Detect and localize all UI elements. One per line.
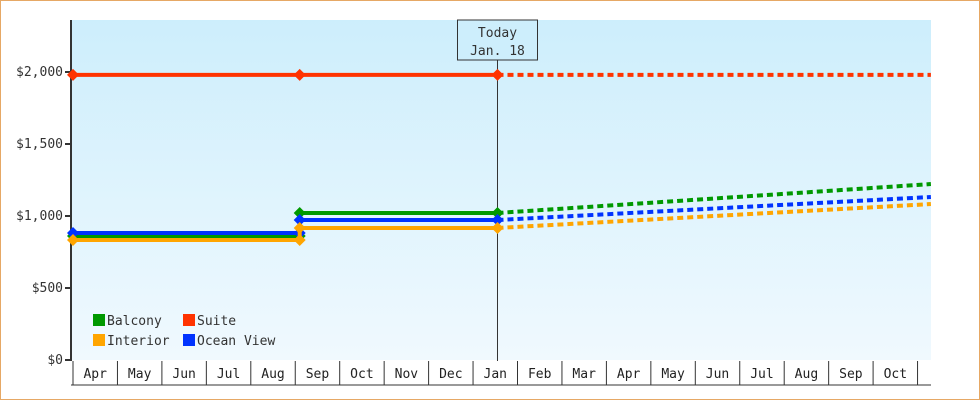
- data-point-marker[interactable]: [293, 221, 306, 234]
- x-month-label: Jul: [217, 367, 240, 382]
- x-month-label: Apr: [617, 367, 641, 382]
- legend-item-ocean-view[interactable]: Ocean View: [183, 334, 275, 349]
- legend-item-suite[interactable]: Suite: [183, 314, 236, 329]
- x-month-label: Dec: [439, 367, 462, 382]
- x-month-label: Jul: [750, 367, 773, 382]
- data-point-marker[interactable]: [293, 214, 306, 227]
- x-month-label: Sep: [839, 367, 863, 382]
- x-month-label: Apr: [83, 367, 107, 382]
- y-tick-label: $1,000: [16, 209, 63, 224]
- today-marker: Today Jan. 18: [456, 19, 538, 361]
- legend-label: Interior: [107, 334, 170, 349]
- data-point-marker[interactable]: [293, 68, 306, 81]
- legend-swatch-icon: [183, 314, 195, 326]
- data-point-marker[interactable]: [67, 226, 79, 239]
- legend-swatch-icon: [183, 334, 195, 346]
- legend-item-interior[interactable]: Interior: [93, 334, 170, 349]
- x-month-label: Mar: [572, 367, 596, 382]
- today-date: Jan. 18: [470, 44, 525, 59]
- x-month-label: Jan: [484, 367, 507, 382]
- x-month-label: Aug: [261, 367, 284, 382]
- x-month-label: Oct: [350, 367, 373, 382]
- data-point-marker[interactable]: [491, 221, 504, 234]
- today-label: Today: [478, 26, 517, 41]
- y-tick-label: $500: [32, 281, 63, 296]
- series-lines: [67, 68, 932, 247]
- today-label-box: [456, 19, 538, 61]
- y-tick-label: $2,000: [16, 65, 63, 80]
- legend: Balcony Suite Interior Ocean View: [93, 314, 275, 349]
- legend-swatch-icon: [93, 334, 105, 346]
- x-month-label: Nov: [395, 367, 419, 382]
- data-point-marker[interactable]: [293, 206, 306, 219]
- x-month-label: Feb: [528, 367, 552, 382]
- data-point-marker[interactable]: [293, 234, 306, 247]
- y-tick-label: $0: [47, 353, 63, 368]
- series-suite: [67, 68, 931, 81]
- x-axis: Apr May Jun Jul Aug Sep Oct Nov Dec Jan Feb Mar Apr M…: [71, 361, 931, 386]
- plot-area: [71, 20, 931, 360]
- legend-swatch-icon: [93, 314, 105, 326]
- x-month-label: Oct: [884, 367, 907, 382]
- data-point-marker[interactable]: [491, 206, 504, 219]
- y-axis: $0 $500 $1,000 $1,500 $2,000: [16, 20, 72, 368]
- data-point-marker[interactable]: [491, 214, 504, 227]
- x-month-label: Aug: [795, 367, 818, 382]
- data-point-marker[interactable]: [67, 68, 79, 81]
- x-month-label: Jun: [706, 367, 729, 382]
- x-month-label: May: [128, 367, 152, 382]
- legend-item-balcony[interactable]: Balcony: [93, 314, 162, 329]
- x-month-label: May: [661, 367, 685, 382]
- series-interior: [67, 202, 931, 247]
- legend-label: Balcony: [107, 314, 162, 329]
- data-point-marker[interactable]: [491, 68, 504, 81]
- x-month-label: Jun: [172, 367, 195, 382]
- legend-label: Ocean View: [197, 334, 275, 349]
- data-point-marker[interactable]: [67, 234, 79, 247]
- legend-label: Suite: [197, 314, 236, 329]
- y-tick-label: $1,500: [16, 137, 63, 152]
- x-month-label: Sep: [306, 367, 330, 382]
